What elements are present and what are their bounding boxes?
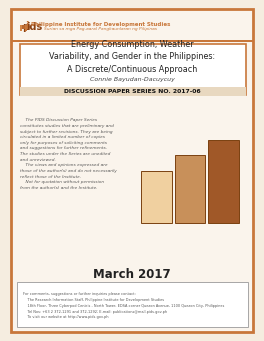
Bar	[141, 170, 172, 223]
Text: p: p	[22, 21, 29, 32]
Text: i: i	[25, 21, 28, 31]
Bar	[208, 140, 239, 223]
Text: For comments, suggestions or further inquiries please contact:
    The Research : For comments, suggestions or further inq…	[23, 292, 224, 320]
Bar	[22, 25, 25, 29]
Bar	[20, 87, 246, 96]
Bar	[25, 25, 27, 31]
Text: Philippine Institute for Development Studies: Philippine Institute for Development Stu…	[31, 22, 170, 27]
Text: Surian sa mga Pag-aaral Pangkaunlaran ng Pilipinas: Surian sa mga Pag-aaral Pangkaunlaran ng…	[44, 27, 157, 31]
Text: Energy Consumption, Weather
Variability, and Gender in the Philippines:
A Discre: Energy Consumption, Weather Variability,…	[49, 40, 215, 74]
Bar	[20, 25, 22, 31]
Bar	[11, 40, 253, 42]
Text: DISCUSSION PAPER SERIES NO. 2017-06: DISCUSSION PAPER SERIES NO. 2017-06	[64, 89, 200, 94]
Text: March 2017: March 2017	[93, 268, 171, 281]
FancyBboxPatch shape	[17, 282, 248, 327]
Text: Connie Bayudan-Dacuycuy: Connie Bayudan-Dacuycuy	[89, 77, 175, 82]
Text: The PIDS Discussion Paper Series
constitutes studies that are preliminary and
su: The PIDS Discussion Paper Series constit…	[20, 118, 116, 190]
Text: ids: ids	[26, 21, 43, 32]
Bar	[175, 155, 205, 223]
FancyBboxPatch shape	[20, 44, 246, 95]
